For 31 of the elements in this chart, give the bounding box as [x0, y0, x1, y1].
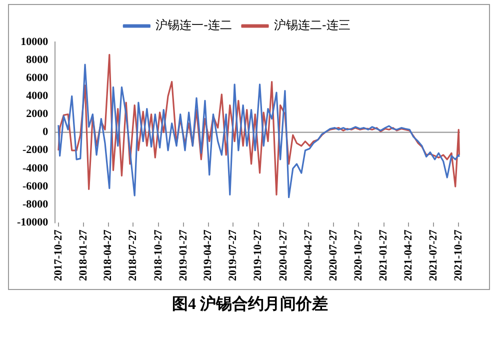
text: 图4 沪锡合约月间价差 [171, 294, 329, 315]
y-tick-label: 4000 [26, 90, 49, 102]
legend-label: 沪锡连一-连二 [156, 18, 232, 32]
x-tick-label: 2021-04-27 [402, 229, 414, 281]
y-tick-label: 10000 [20, 36, 49, 48]
x-tick-label: 2019-04-27 [202, 229, 214, 281]
x-tick-label: 2019-01-27 [177, 229, 190, 281]
legend-label: 沪锡连二-连三 [274, 18, 350, 32]
x-tick-label: 2020-10-27 [352, 229, 364, 281]
x-tick-label: 2020-04-27 [302, 229, 314, 281]
x-tick-label: 2018-01-27 [77, 229, 90, 281]
x-tick-label: 2020-01-27 [277, 229, 290, 281]
y-tick-label: -6000 [22, 180, 49, 192]
y-tick-label: 0 [42, 126, 49, 138]
x-tick-label: 2021-07-27 [427, 229, 440, 281]
y-tick-label: -8000 [22, 198, 49, 210]
x-tick-label: 2019-10-27 [252, 229, 264, 281]
y-tick-label: -4000 [22, 162, 49, 174]
x-tick-label: 2019-07-27 [227, 229, 240, 281]
x-tick-label: 2021-01-27 [378, 229, 390, 281]
x-tick-label: 2018-10-27 [152, 229, 164, 281]
y-tick-label: 8000 [26, 54, 49, 66]
y-tick-label: -10000 [16, 216, 49, 229]
x-tick-label: 2021-10-27 [452, 229, 464, 281]
x-tick-label: 2017-10-27 [52, 229, 64, 281]
y-tick-label: -2000 [22, 144, 49, 156]
x-tick-label: 2018-04-27 [102, 229, 114, 281]
x-tick-label: 2018-07-27 [127, 229, 140, 281]
y-tick-label: 6000 [26, 72, 49, 84]
y-tick-label: 2000 [26, 108, 49, 120]
x-tick-label: 2020-07-27 [327, 229, 340, 281]
